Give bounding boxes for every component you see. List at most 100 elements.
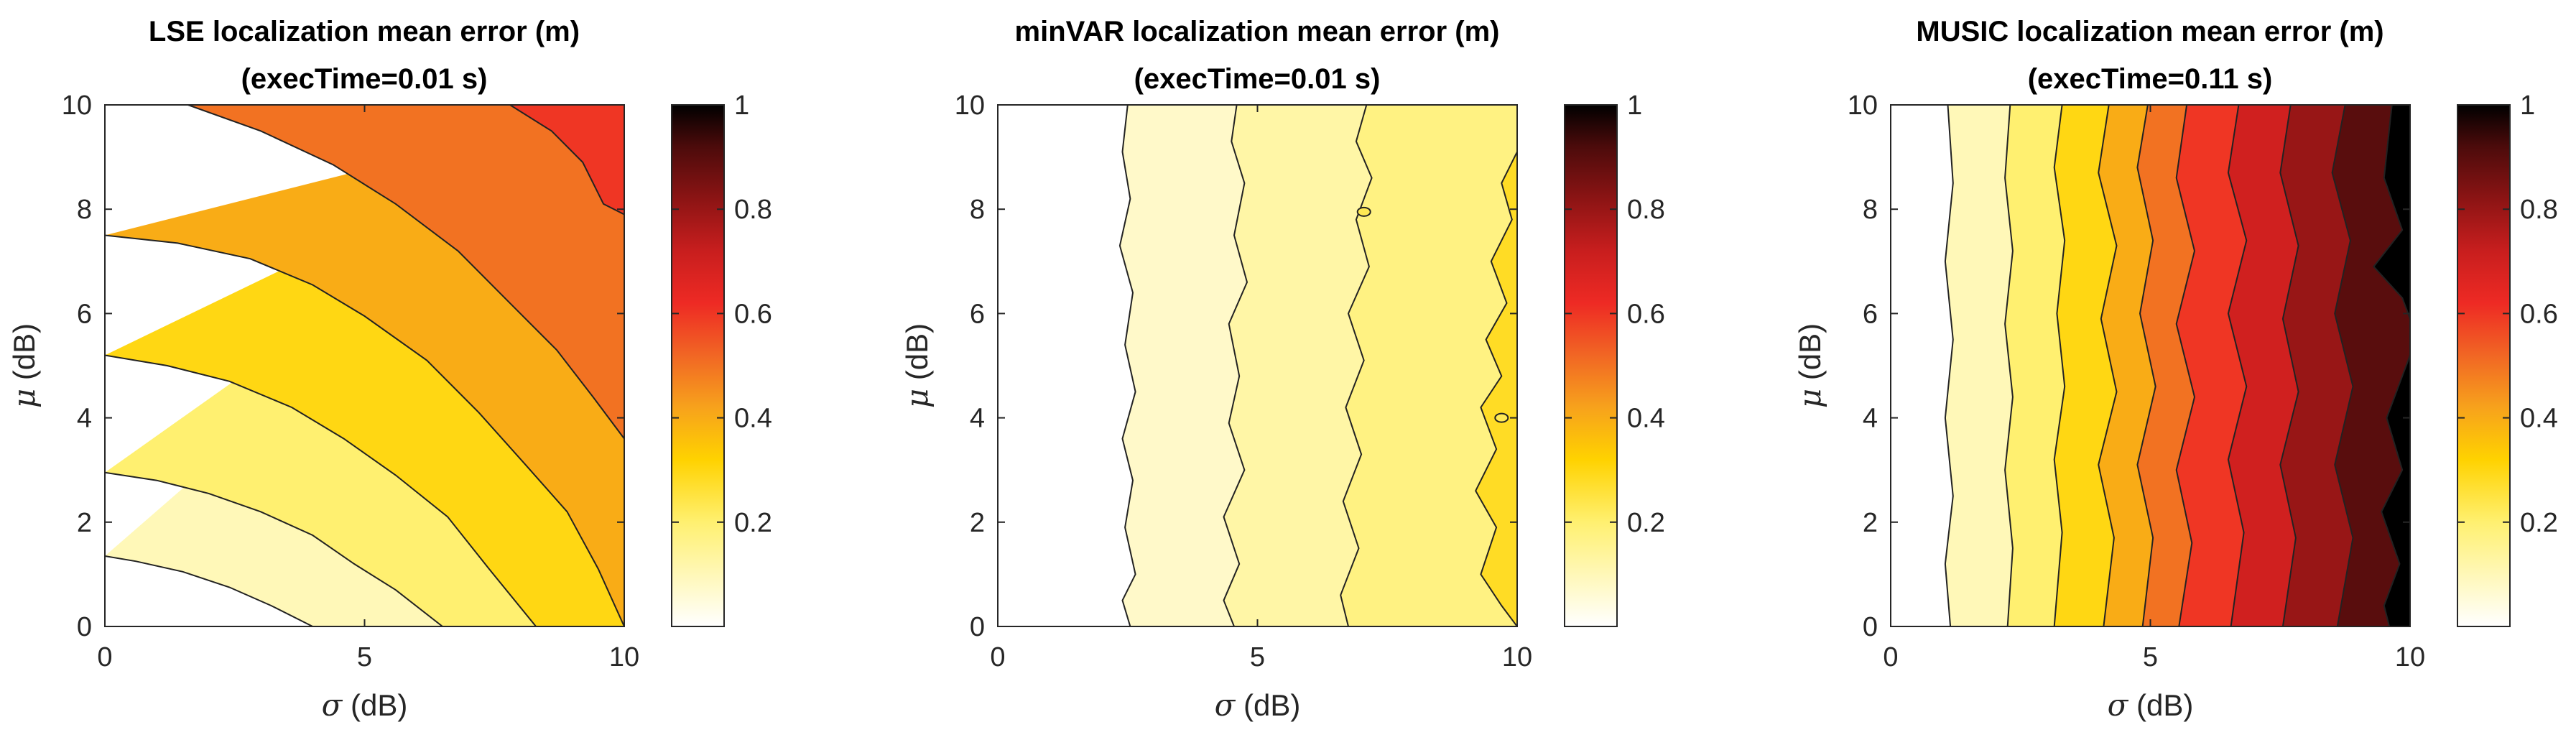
x-axis-unit: (dB) (1235, 688, 1300, 722)
colorbar-tick-label: 0.4 (2520, 404, 2558, 434)
chart-title-line2: (execTime=0.11 s) (2028, 63, 2273, 95)
colorbar-tick-label: 0.4 (1627, 404, 1665, 434)
contour-line (509, 105, 624, 216)
contour-line (105, 234, 624, 626)
x-axis-label: σ (dB) (322, 688, 408, 723)
colorbar: 0.2 0.4 0.6 0.8 1 (2457, 91, 2558, 627)
x-tick-label: 10 (609, 642, 639, 672)
x-tick-label: 0 (1883, 642, 1898, 672)
y-tick-label: 2 (970, 508, 985, 538)
lse-contour-panel: LSE localization mean error (m) (execTim… (6, 16, 772, 723)
x-tick-label: 5 (2143, 642, 2158, 672)
y-tick-label: 8 (1863, 195, 1878, 225)
y-tick-label: 10 (62, 91, 92, 121)
contour-fills (998, 105, 1517, 626)
x-tick-label: 0 (990, 642, 1005, 672)
y-axis-symbol: μ (1792, 389, 1827, 408)
y-tick-label: 6 (1863, 299, 1878, 329)
contour-line (105, 354, 537, 626)
y-tick-label: 4 (77, 404, 92, 434)
music-contour-panel: MUSIC localization mean error (m) (execT… (1792, 16, 2558, 723)
contour-line (1340, 105, 1373, 626)
chart-title-line1: LSE localization mean error (m) (149, 16, 580, 47)
colorbar-tick-label: 0.2 (734, 508, 772, 538)
axes-text: 0 5 10 0 2 4 6 8 10 σ (dB) μ (dB) (899, 91, 1532, 723)
contour-line (105, 555, 313, 626)
colorbar: 0.2 0.4 0.6 0.8 1 (1564, 91, 1665, 627)
contour-band (2373, 105, 2410, 319)
y-axis-symbol: μ (6, 389, 42, 408)
contour-line (2331, 105, 2354, 626)
x-axis-label: σ (dB) (1215, 688, 1301, 723)
x-axis-unit: (dB) (2128, 688, 2193, 722)
contour-line (2381, 355, 2410, 626)
x-tick-label: 5 (357, 642, 372, 672)
contour-line (2098, 105, 2118, 626)
contour-island (1356, 206, 1371, 217)
colorbar-gradient (1564, 104, 1618, 627)
chart-title-line2: (execTime=0.01 s) (1134, 63, 1381, 95)
plot-area (1890, 104, 2411, 627)
contour-band (187, 105, 624, 439)
y-tick-label: 8 (77, 195, 92, 225)
contour-line (2373, 105, 2410, 320)
minvar-contour-panel: minVAR localization mean error (m) (exec… (899, 16, 1665, 723)
contour-line (2136, 105, 2156, 626)
contour-band (1340, 105, 1517, 626)
y-tick-label: 0 (1863, 612, 1878, 642)
y-tick-label: 10 (1848, 91, 1878, 121)
contour-line (187, 105, 624, 440)
y-axis-label: μ (dB) (6, 323, 42, 408)
y-tick-label: 0 (77, 612, 92, 642)
y-tick-label: 6 (970, 299, 985, 329)
colorbar-tick-label: 0.6 (734, 299, 772, 329)
y-tick-label: 2 (77, 508, 92, 538)
colorbar-tick-label: 1 (734, 91, 749, 121)
y-tick-label: 4 (970, 404, 985, 434)
colorbar-tick-label: 0.6 (1627, 299, 1665, 329)
colorbar-tick-label: 0.2 (1627, 508, 1665, 538)
x-tick-label: 10 (1502, 642, 1532, 672)
y-axis-unit: (dB) (1793, 323, 1827, 389)
y-tick-label: 4 (1863, 404, 1878, 434)
contour-lines (1944, 105, 2410, 626)
contour-island (1494, 412, 1509, 423)
y-tick-label: 10 (955, 91, 985, 121)
contour-line (1475, 151, 1517, 626)
x-tick-label: 5 (1250, 642, 1265, 672)
contour-fills (105, 105, 624, 626)
plot-area (104, 104, 625, 627)
x-axis-symbol: σ (2108, 688, 2129, 723)
plot-area (997, 104, 1518, 627)
x-axis-symbol: σ (1215, 688, 1236, 723)
y-axis-symbol: μ (899, 389, 935, 408)
contour-line (105, 471, 443, 626)
contour-line (2175, 105, 2196, 626)
y-tick-label: 8 (970, 195, 985, 225)
x-axis-symbol: σ (322, 688, 343, 723)
contour-line (1118, 105, 1136, 626)
x-axis-unit: (dB) (342, 688, 407, 722)
contour-line (2279, 105, 2299, 626)
y-axis-unit: (dB) (7, 323, 41, 389)
contour-line (1944, 105, 1954, 626)
contour-line (1223, 105, 1248, 626)
contour-line (2053, 105, 2066, 626)
colorbar-tick-label: 0.8 (2520, 195, 2558, 225)
colorbar-tick-label: 1 (1627, 91, 1642, 121)
y-axis-label: μ (dB) (1792, 323, 1827, 408)
y-tick-label: 0 (970, 612, 985, 642)
colorbar-tick-label: 0.4 (734, 404, 772, 434)
x-tick-label: 10 (2395, 642, 2425, 672)
chart-title-line2: (execTime=0.01 s) (241, 63, 488, 95)
colorbar-tick-label: 1 (2520, 91, 2535, 121)
colorbar-tick-label: 0.6 (2520, 299, 2558, 329)
x-axis-label: σ (dB) (2108, 688, 2194, 723)
colorbar-gradient (671, 104, 725, 627)
chart-title-line1: MUSIC localization mean error (m) (1916, 16, 2383, 47)
colorbar-tick-label: 0.8 (1627, 195, 1665, 225)
contour-line (2004, 105, 2014, 626)
